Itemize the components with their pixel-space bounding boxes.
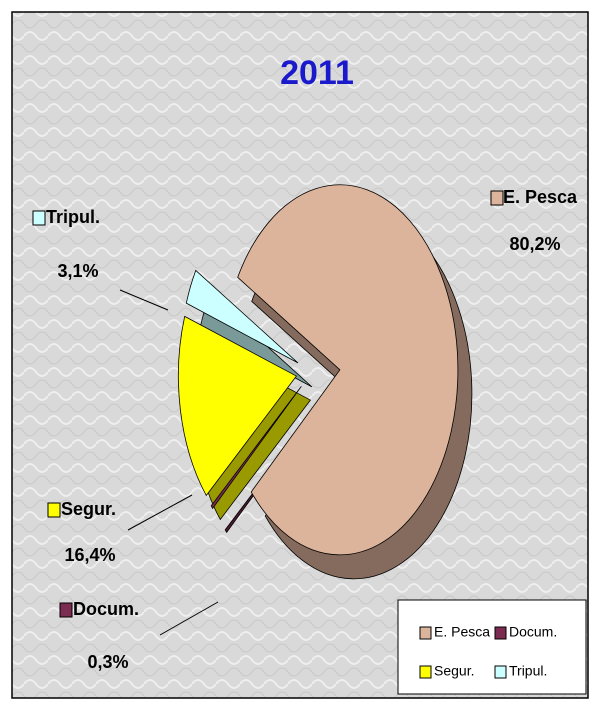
data-label-value: 0,3% [87, 652, 128, 672]
legend: E. Pesca Docum. Segur. Tripul. [419, 624, 557, 679]
data-label-value: 80,2% [509, 234, 560, 254]
label-swatch [490, 190, 504, 206]
legend-label: Tripul. [509, 663, 547, 679]
slice [185, 269, 299, 364]
plot-background [11, 11, 589, 699]
leader-line [119, 289, 169, 311]
label-swatch [47, 502, 61, 518]
legend-label: Segur. [434, 663, 474, 679]
legend-swatch [419, 626, 432, 640]
label-swatch [32, 210, 46, 226]
legend-swatch [494, 665, 507, 679]
legend-label: E. Pesca [434, 624, 490, 640]
label-swatch [59, 602, 73, 618]
data-label-name: E. Pesca [503, 187, 578, 207]
leader-line [159, 601, 219, 636]
slice [210, 386, 302, 510]
pie [178, 184, 473, 580]
data-label-value: 16,4% [64, 545, 115, 565]
slice [178, 315, 297, 497]
labels: E. Pesca 80,2% Docum. 0,3% Segur. 16,4% Tripul… [32, 187, 578, 672]
legend-swatch [494, 626, 507, 640]
data-label-name: Segur. [61, 499, 116, 519]
leader-line [127, 494, 193, 531]
data-label-name: Tripul. [46, 207, 100, 227]
chart-title: 2011 [280, 54, 354, 92]
legend-swatch [419, 665, 432, 679]
data-label-value: 3,1% [57, 261, 98, 281]
legend-label: Docum. [509, 624, 557, 640]
slice [237, 184, 459, 556]
data-label-name: Docum. [73, 599, 139, 619]
legend-box [397, 599, 587, 695]
